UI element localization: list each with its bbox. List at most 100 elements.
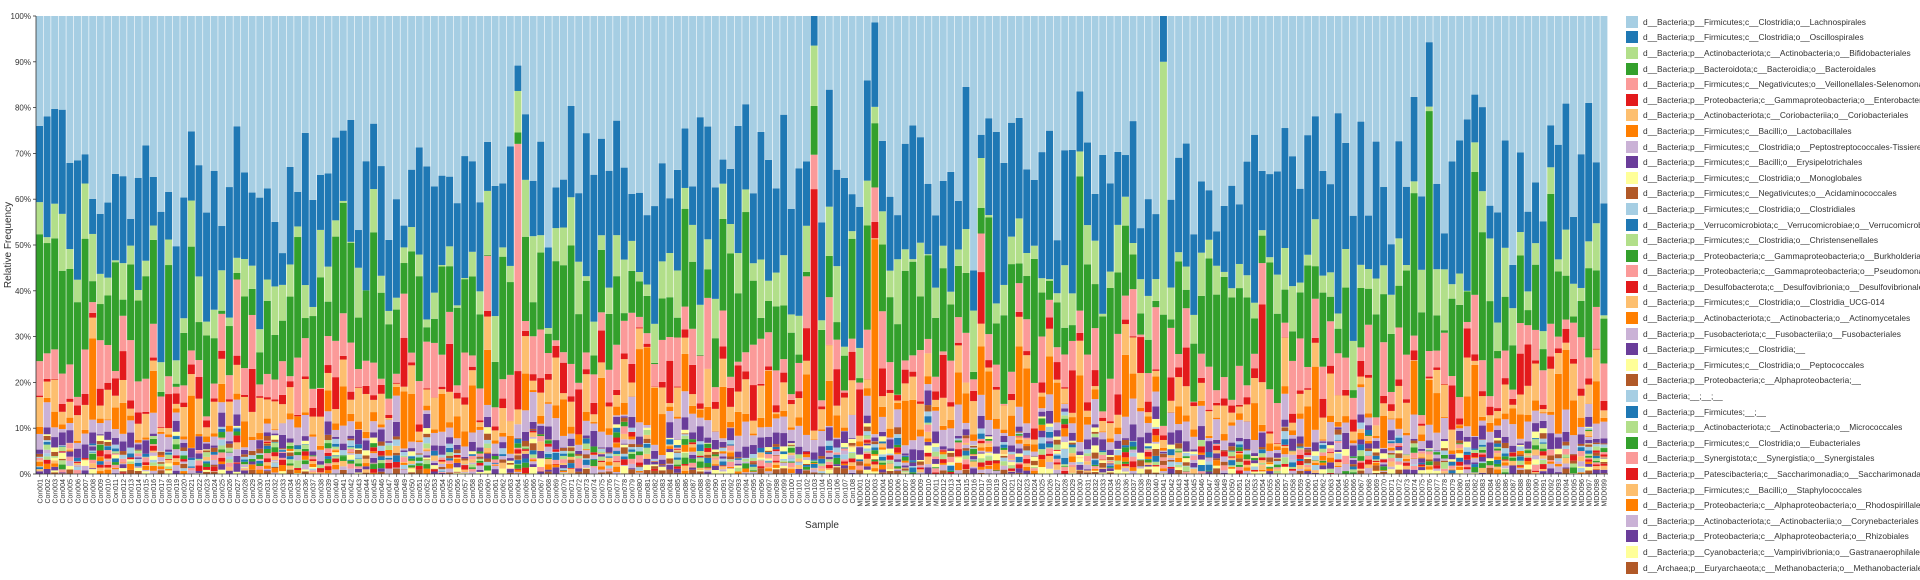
bar-segment: [1235, 458, 1243, 462]
bar-segment: [165, 470, 173, 474]
bar-segment: [51, 379, 59, 412]
bar-segment: [727, 253, 735, 377]
bar-segment: [765, 159, 773, 281]
bar-segment: [1395, 379, 1403, 386]
bar-segment: [400, 386, 408, 392]
bar-segment: [1395, 464, 1403, 470]
bar-segment: [863, 453, 871, 459]
bar-segment: [1516, 152, 1524, 233]
bar-segment: [1395, 461, 1403, 465]
bar-segment: [58, 472, 66, 474]
bar-segment: [1273, 313, 1281, 404]
x-tick-label: MDD066: [1351, 479, 1358, 507]
bar-segment: [1121, 155, 1129, 197]
bar-segment: [233, 393, 241, 400]
bar-segment: [1099, 454, 1107, 460]
bar-segment: [377, 471, 385, 474]
bar-segment: [863, 388, 871, 396]
bar-segment: [544, 453, 552, 458]
bar-segment: [1577, 466, 1585, 469]
bar-segment: [43, 453, 51, 457]
bar-segment: [1440, 471, 1448, 474]
bar-segment: [992, 428, 1000, 447]
bar-segment: [316, 277, 324, 388]
x-tick-label: Con044: [364, 479, 371, 504]
bar-segment: [1015, 316, 1023, 347]
bar-segment: [1562, 409, 1570, 432]
bar-segment: [1296, 338, 1304, 391]
bar-segment: [924, 353, 932, 377]
bar-segment: [119, 315, 127, 352]
bar-segment: [795, 315, 803, 355]
bar-segment: [225, 401, 233, 426]
bar-segment: [1532, 264, 1540, 330]
bar-segment: [1380, 416, 1388, 448]
bar-segment: [727, 376, 735, 388]
bar-segment: [947, 360, 955, 403]
bar-segment: [848, 351, 856, 381]
bar-segment: [954, 16, 962, 201]
bar-segment: [977, 16, 985, 135]
bar-segment: [89, 16, 97, 199]
bar-segment: [461, 446, 469, 457]
bar-segment: [134, 466, 142, 468]
bar-segment: [301, 444, 309, 445]
legend-label: d__Bacteria;p__Actinobacteriota;c__Actin…: [1643, 313, 1911, 324]
bar-segment: [1084, 472, 1091, 474]
bar-segment: [43, 16, 51, 117]
bar-segment: [1114, 333, 1122, 395]
bar-segment: [1273, 442, 1281, 444]
bar-segment: [1319, 441, 1327, 443]
bar-segment: [840, 397, 848, 428]
bar-segment: [810, 439, 818, 440]
bar-segment: [438, 431, 446, 446]
bar-segment: [833, 466, 841, 468]
bar-segment: [1592, 223, 1600, 271]
bar-segment: [696, 450, 704, 456]
x-tick-label: Con018: [166, 479, 173, 504]
bar-segment: [894, 409, 902, 428]
legend-item: d__Bacteria;p__Firmicutes;c__Bacilli;o__…: [1626, 123, 1916, 139]
bar-segment: [1190, 343, 1198, 402]
bar-segment: [840, 427, 848, 431]
bar-segment: [613, 461, 621, 463]
x-tick-label: MDD077: [1435, 479, 1442, 507]
bar-segment: [1228, 442, 1236, 447]
bar-segment: [1319, 465, 1327, 470]
bar-segment: [954, 462, 962, 463]
bar-segment: [582, 420, 590, 436]
bar-segment: [939, 470, 947, 474]
bar-segment: [248, 455, 256, 459]
bar-segment: [1494, 411, 1502, 419]
bar-segment: [878, 244, 886, 312]
bar-segment: [1076, 340, 1084, 376]
bar-segment: [1372, 472, 1380, 474]
bar-segment: [233, 272, 241, 280]
bar-segment: [157, 211, 165, 363]
bar-segment: [332, 448, 340, 451]
bar-segment: [1440, 330, 1448, 333]
bar-segment: [1387, 458, 1395, 462]
bar-segment: [1099, 432, 1107, 440]
bar-segment: [453, 392, 461, 399]
bar-segment: [635, 422, 643, 437]
bar-segment: [408, 352, 416, 363]
x-tick-label: Con101: [797, 479, 804, 504]
bar-segment: [1144, 451, 1152, 457]
x-tick-label: MDD027: [1055, 479, 1062, 507]
bar-segment: [552, 452, 560, 460]
legend-item: d__Bacteria;p__Firmicutes;__;__: [1626, 404, 1916, 420]
bar-segment: [134, 16, 142, 178]
x-tick-label: Con014: [136, 479, 143, 504]
bar-segment: [301, 132, 309, 286]
bar-segment: [1486, 460, 1494, 466]
bar-segment: [1243, 16, 1251, 162]
bar-segment: [430, 465, 438, 469]
bar-segment: [1220, 398, 1228, 406]
legend-item: d__Bacteria;p__Cyanobacteria;c__Vampiriv…: [1626, 544, 1920, 560]
bar-segment: [1273, 468, 1281, 471]
bar-segment: [1456, 428, 1464, 431]
bar-segment: [1585, 16, 1593, 103]
bar-segment: [430, 460, 438, 463]
bar-segment: [666, 458, 674, 464]
